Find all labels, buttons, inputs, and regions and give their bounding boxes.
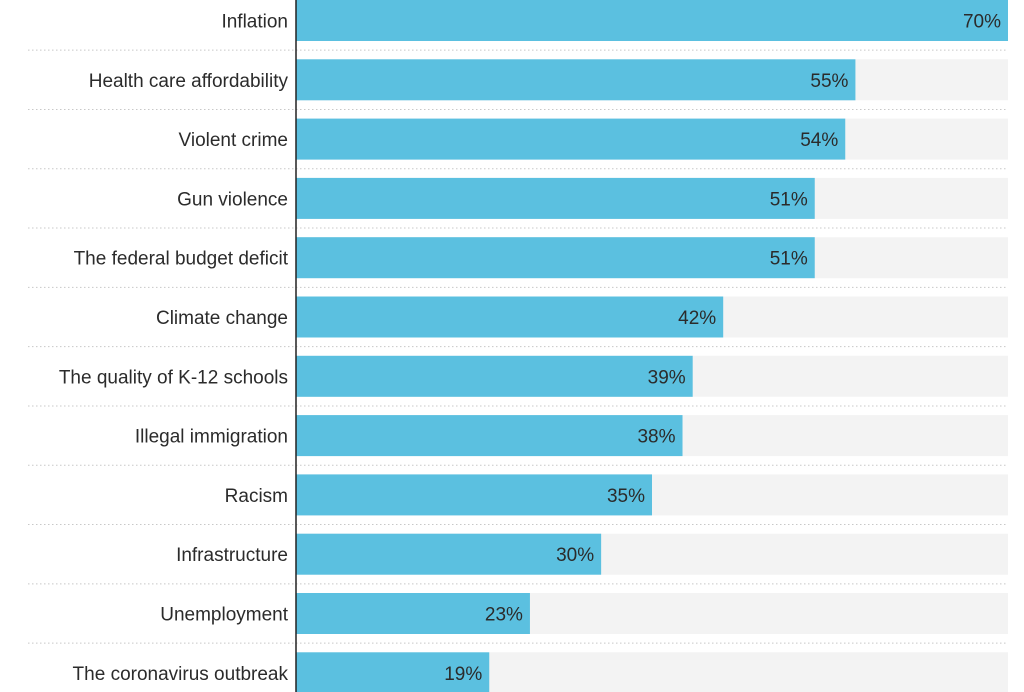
- category-label: The federal budget deficit: [74, 249, 289, 270]
- bar-row: Unemployment 23%: [28, 593, 1008, 644]
- bar: [296, 237, 815, 279]
- bar: [296, 533, 602, 575]
- value-label: 42%: [678, 308, 716, 329]
- bar-row: Health care affordability 55%: [28, 59, 1008, 110]
- value-label: 55%: [810, 71, 848, 92]
- bar: [296, 652, 490, 692]
- value-label: 19%: [444, 664, 482, 685]
- value-label: 54%: [800, 130, 838, 151]
- category-label: Gun violence: [177, 189, 288, 210]
- value-label: 51%: [770, 189, 808, 210]
- bar: [296, 474, 652, 516]
- bar-row: Gun violence 51%: [28, 177, 1008, 229]
- category-label: The quality of K-12 schools: [59, 367, 288, 388]
- category-label: Illegal immigration: [135, 427, 288, 448]
- bar-row: The quality of K-12 schools 39%: [28, 355, 1008, 407]
- bar: [296, 355, 693, 397]
- category-label: The coronavirus outbreak: [73, 664, 289, 685]
- value-label: 51%: [770, 249, 808, 270]
- bar-row: Racism 35%: [28, 474, 1008, 526]
- category-label: Racism: [225, 486, 288, 507]
- bar: [296, 415, 683, 457]
- bar-row: Infrastructure 30%: [28, 533, 1008, 585]
- category-label: Climate change: [156, 308, 288, 329]
- bar: [296, 59, 856, 101]
- category-label: Violent crime: [179, 130, 288, 151]
- value-label: 30%: [556, 545, 594, 566]
- category-label: Infrastructure: [176, 545, 288, 566]
- value-label: 23%: [485, 605, 523, 626]
- bar-row: Climate change 42%: [28, 296, 1008, 348]
- value-label: 35%: [607, 486, 645, 507]
- category-label: Health care affordability: [89, 71, 289, 92]
- category-label: Inflation: [221, 12, 288, 33]
- bar-row: Illegal immigration 38%: [28, 415, 1008, 466]
- bar-row: Inflation 70%: [28, 0, 1008, 51]
- bar: [296, 593, 530, 634]
- bar-row: The coronavirus outbreak 19%: [73, 652, 1008, 692]
- value-label: 70%: [963, 12, 1001, 33]
- bar: [296, 118, 846, 160]
- bar: [296, 177, 815, 219]
- category-label: Unemployment: [160, 605, 288, 626]
- value-label: 38%: [637, 427, 675, 448]
- bar-row: The federal budget deficit 51%: [28, 237, 1008, 288]
- bar: [296, 296, 724, 338]
- bar-row: Violent crime 54%: [28, 118, 1008, 170]
- value-label: 39%: [648, 367, 686, 388]
- bar: [296, 0, 1008, 41]
- chart-rows: Inflation 70% Health care affordability 55%…: [28, 0, 1008, 692]
